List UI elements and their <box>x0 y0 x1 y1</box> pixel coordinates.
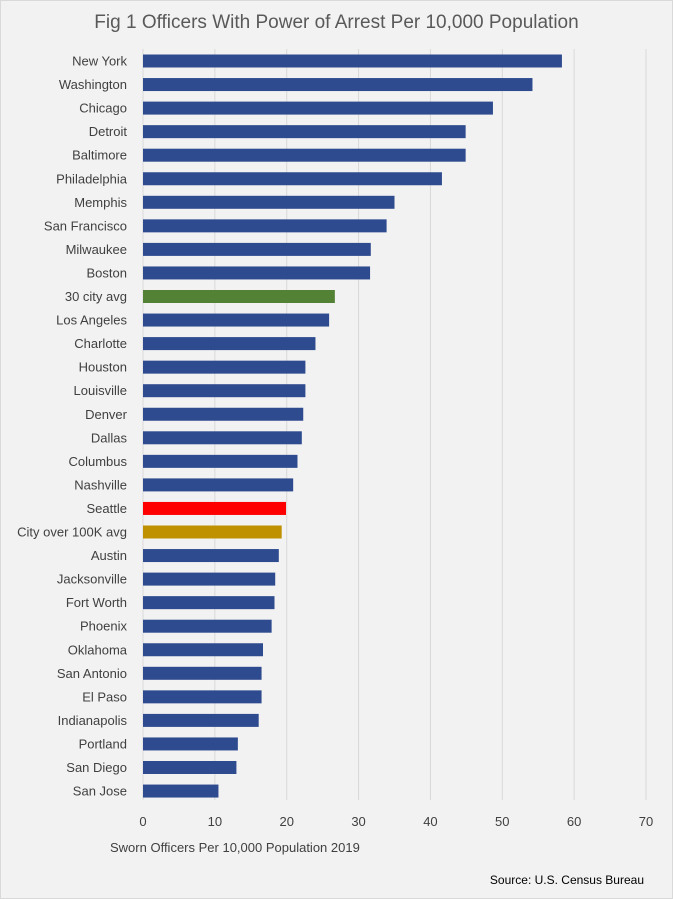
category-label: Denver <box>85 407 128 422</box>
bar <box>143 290 335 303</box>
bar <box>143 549 279 563</box>
bar <box>143 643 264 657</box>
bar <box>143 784 219 798</box>
category-label: Detroit <box>89 124 128 139</box>
bar <box>143 148 466 162</box>
x-tick-label: 40 <box>423 814 437 829</box>
bar <box>143 54 562 68</box>
category-label: Louisville <box>74 383 127 398</box>
category-label: Houston <box>79 360 127 375</box>
bar <box>143 761 237 774</box>
category-labels: New York Washington Chicago Detroit Baltimor… <box>17 54 128 799</box>
category-label: Indianapolis <box>58 713 128 728</box>
category-label: Boston <box>87 265 127 280</box>
category-label: Nashville <box>74 477 127 492</box>
bar <box>143 454 298 468</box>
bar <box>143 737 238 751</box>
bar <box>143 337 316 351</box>
bar <box>143 101 493 115</box>
category-label: El Paso <box>82 689 127 704</box>
bar <box>143 619 272 633</box>
x-tick-label: 10 <box>208 814 222 829</box>
chart-title: Fig 1 Officers With Power of Arrest Per … <box>94 12 579 33</box>
bar <box>143 313 330 327</box>
category-label: San Francisco <box>44 218 127 233</box>
bar <box>143 713 259 727</box>
bar <box>143 431 302 445</box>
category-label: Jacksonville <box>57 572 127 587</box>
bar <box>143 172 442 186</box>
category-label: Portland <box>79 736 127 751</box>
bar <box>143 501 286 515</box>
category-label: Seattle <box>87 501 127 516</box>
category-label: Charlotte <box>74 336 127 351</box>
category-label: San Antonio <box>57 666 127 681</box>
x-tick-label: 0 <box>139 814 146 829</box>
bar <box>143 690 262 704</box>
x-tick-label: 50 <box>495 814 509 829</box>
x-tick-label: 60 <box>567 814 581 829</box>
bar <box>143 360 306 374</box>
bar <box>143 525 282 539</box>
x-tick-label: 20 <box>279 814 293 829</box>
category-label: City over 100K avg <box>17 525 127 540</box>
bar <box>143 125 466 139</box>
bar <box>143 195 395 209</box>
source-note: Source: U.S. Census Bureau <box>489 873 644 887</box>
category-label: Memphis <box>74 195 127 210</box>
category-label: 30 city avg <box>65 289 127 304</box>
bar <box>143 219 387 233</box>
category-label: Los Angeles <box>56 313 127 328</box>
category-label: Oklahoma <box>68 642 128 657</box>
bar <box>143 242 371 256</box>
bar <box>143 266 371 280</box>
category-label: San Jose <box>73 784 127 799</box>
category-label: San Diego <box>66 760 127 775</box>
bar <box>143 407 304 421</box>
bar <box>143 596 275 610</box>
x-tick-label: 30 <box>351 814 365 829</box>
bars <box>143 54 562 798</box>
bar <box>143 478 294 492</box>
gridlines <box>142 49 647 800</box>
category-label: Austin <box>91 548 127 563</box>
category-label: Washington <box>59 77 127 92</box>
bar <box>143 78 533 92</box>
bar <box>143 384 306 398</box>
category-label: New York <box>72 54 127 69</box>
category-label: Dallas <box>91 430 128 445</box>
category-label: Chicago <box>79 101 127 116</box>
category-label: Baltimore <box>72 148 127 163</box>
x-axis-title: Sworn Officers Per 10,000 Population 201… <box>110 840 360 855</box>
x-tick-labels: 0 10 20 30 40 50 60 70 <box>139 814 653 829</box>
x-tick-label: 70 <box>639 814 653 829</box>
category-label: Fort Worth <box>66 595 127 610</box>
category-label: Columbus <box>68 454 127 469</box>
bar <box>143 666 262 680</box>
category-label: Philadelphia <box>56 171 128 186</box>
category-label: Phoenix <box>80 619 127 634</box>
bar <box>143 572 276 586</box>
category-label: Milwaukee <box>66 242 127 257</box>
